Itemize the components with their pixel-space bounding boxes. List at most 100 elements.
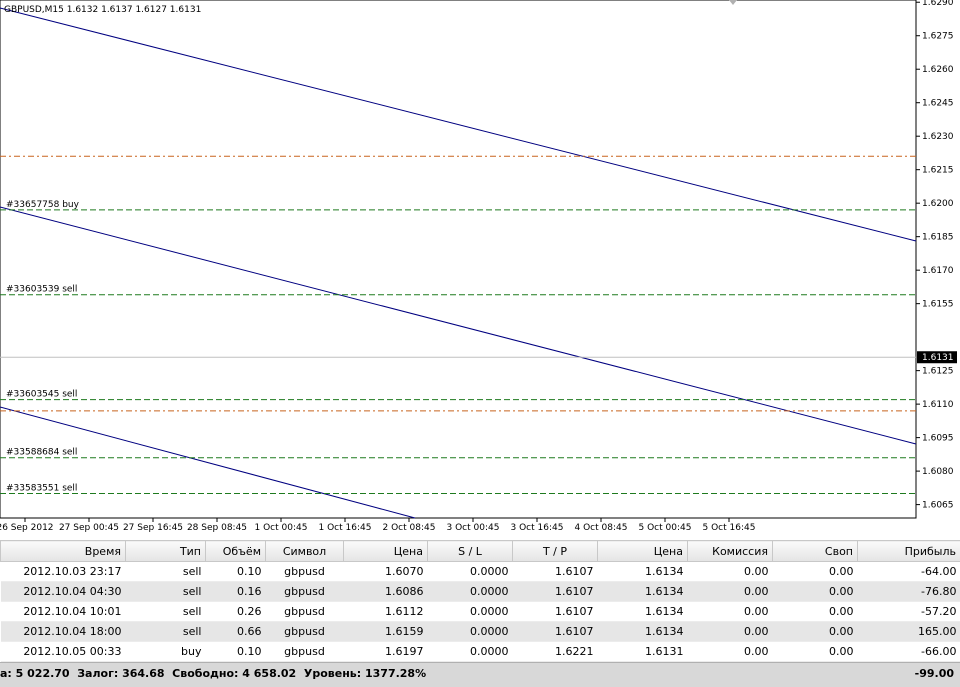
cell: sell <box>126 562 206 582</box>
chart: GBPUSD,M15 1.6132 1.6137 1.6127 1.6131 1… <box>0 0 960 538</box>
column-header[interactable]: Прибыль <box>858 541 960 562</box>
cell: 0.00 <box>688 622 773 642</box>
cell: 1.6134 <box>598 602 688 622</box>
cell: sell <box>126 622 206 642</box>
x-tick-label: 5 Oct 16:45 <box>703 523 756 533</box>
cell: 0.0000 <box>428 582 513 602</box>
cell: 2012.10.03 23:17 <box>1 562 126 582</box>
cell: 1.6134 <box>598 562 688 582</box>
x-tick-label: 5 Oct 00:45 <box>639 523 692 533</box>
y-tick-label: 1.6185 <box>922 233 954 243</box>
cell: 0.0000 <box>428 642 513 662</box>
column-header[interactable]: Т / Р <box>513 541 598 562</box>
cell: 1.6131 <box>598 642 688 662</box>
column-header[interactable]: Символ <box>266 541 344 562</box>
cell: 2012.10.04 18:00 <box>1 622 126 642</box>
y-tick-label: 1.6125 <box>922 367 954 377</box>
x-tick-label: 1 Oct 16:45 <box>319 523 372 533</box>
column-header[interactable]: Тип <box>126 541 206 562</box>
cell: 1.6107 <box>513 582 598 602</box>
column-header[interactable]: Цена <box>598 541 688 562</box>
y-tick-label: 1.6095 <box>922 434 954 444</box>
cell: 1.6107 <box>513 562 598 582</box>
cell: 1.6070 <box>344 562 428 582</box>
x-tick-label: 3 Oct 16:45 <box>511 523 564 533</box>
y-tick-label: 1.6290 <box>922 0 954 8</box>
y-tick-label: 1.6275 <box>922 32 954 42</box>
column-header[interactable]: Объём <box>206 541 266 562</box>
cell: 1.6112 <box>344 602 428 622</box>
cell: 165.00 <box>858 622 960 642</box>
cell: gbpusd <box>266 582 344 602</box>
cell: -76.80 <box>858 582 960 602</box>
cell: 2012.10.05 00:33 <box>1 642 126 662</box>
y-tick-label: 1.6110 <box>922 400 954 410</box>
cell: 1.6107 <box>513 602 598 622</box>
cell: 0.10 <box>206 642 266 662</box>
cell: 0.00 <box>688 562 773 582</box>
cell: 0.00 <box>773 642 858 662</box>
x-tick-label: 2 Oct 08:45 <box>383 523 436 533</box>
y-tick-label: 1.6230 <box>922 132 954 142</box>
bid-label: 1.6131 <box>922 353 954 363</box>
cell: 1.6159 <box>344 622 428 642</box>
cell: 0.00 <box>688 602 773 622</box>
order-label: #33603545 sell <box>6 390 77 400</box>
cell: gbpusd <box>266 642 344 662</box>
x-tick-label: 27 Sep 00:45 <box>59 523 119 533</box>
order-label: #33588684 sell <box>6 448 77 458</box>
summary-text: а: 5 022.70 Залог: 364.68 Свободно: 4 65… <box>0 667 426 680</box>
column-header[interactable]: S / L <box>428 541 513 562</box>
x-tick-label: 28 Sep 08:45 <box>187 523 247 533</box>
column-header[interactable]: Цена <box>344 541 428 562</box>
order-label: #33657758 buy <box>6 200 80 210</box>
column-header[interactable]: Комиссия <box>688 541 773 562</box>
column-header[interactable]: Своп <box>773 541 858 562</box>
column-header[interactable]: Время <box>1 541 126 562</box>
y-tick-label: 1.6170 <box>922 266 954 276</box>
cell: 0.26 <box>206 602 266 622</box>
y-tick-label: 1.6155 <box>922 300 954 310</box>
y-tick-label: 1.6260 <box>922 65 954 75</box>
cell: 1.6134 <box>598 622 688 642</box>
x-tick-label: 4 Oct 08:45 <box>575 523 628 533</box>
cell: gbpusd <box>266 562 344 582</box>
cell: sell <box>126 582 206 602</box>
cell: buy <box>126 642 206 662</box>
cell: 0.00 <box>773 582 858 602</box>
cell: 0.0000 <box>428 622 513 642</box>
x-tick-label: 1 Oct 00:45 <box>255 523 308 533</box>
cell: 0.0000 <box>428 602 513 622</box>
cell: 1.6197 <box>344 642 428 662</box>
cell: 1.6221 <box>513 642 598 662</box>
cell: 1.6107 <box>513 622 598 642</box>
cell: 1.6134 <box>598 582 688 602</box>
cell: 0.00 <box>773 562 858 582</box>
order-label: #33583551 sell <box>6 483 77 493</box>
y-tick-label: 1.6215 <box>922 166 954 176</box>
y-tick-label: 1.6200 <box>922 199 954 209</box>
order-label: #33603539 sell <box>6 285 77 295</box>
x-tick-label: 27 Sep 16:45 <box>123 523 183 533</box>
cell: 2012.10.04 10:01 <box>1 602 126 622</box>
cell: 0.66 <box>206 622 266 642</box>
cell: gbpusd <box>266 622 344 642</box>
cell: 0.00 <box>688 642 773 662</box>
cell: 0.0000 <box>428 562 513 582</box>
cell: 0.00 <box>688 582 773 602</box>
x-tick-label: 26 Sep 2012 <box>0 523 54 533</box>
account-summary: а: 5 022.70 Залог: 364.68 Свободно: 4 65… <box>0 662 960 687</box>
cell: 1.6086 <box>344 582 428 602</box>
total-profit: -99.00 <box>915 667 954 680</box>
cell: -57.20 <box>858 602 960 622</box>
plot-area <box>0 0 916 518</box>
chart-title: GBPUSD,M15 1.6132 1.6137 1.6127 1.6131 <box>4 5 201 15</box>
